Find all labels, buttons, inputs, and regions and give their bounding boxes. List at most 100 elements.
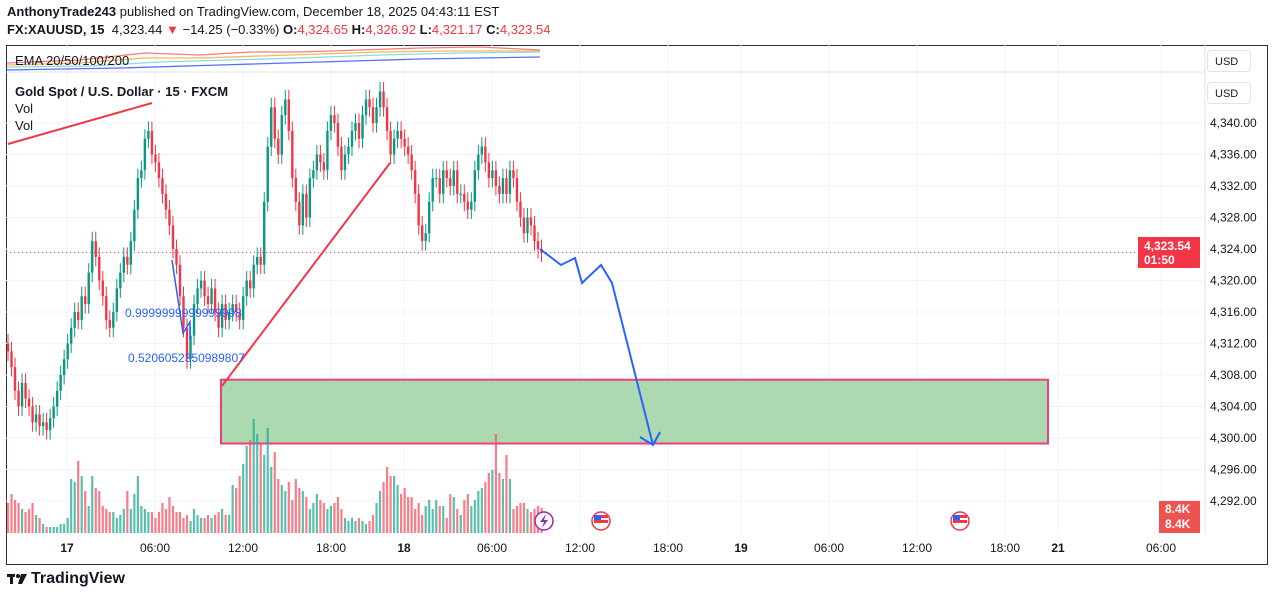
volume-bar bbox=[347, 521, 350, 533]
candle-body bbox=[340, 146, 343, 171]
volume-bar bbox=[199, 518, 203, 533]
candle-body bbox=[252, 264, 255, 289]
time-tick-label: 17 bbox=[60, 541, 74, 555]
author-name[interactable]: AnthonyTrade243 bbox=[7, 4, 117, 19]
time-tick-label: 18:00 bbox=[990, 541, 1020, 555]
time-tick-label: 06:00 bbox=[477, 541, 507, 555]
candle-body bbox=[445, 170, 448, 179]
candle-body bbox=[449, 178, 452, 186]
volume-bar bbox=[154, 518, 157, 533]
down-arrow-icon: ▼ bbox=[166, 22, 179, 37]
candle-body bbox=[385, 107, 389, 131]
volume-bar bbox=[80, 476, 83, 533]
volume-bar bbox=[235, 488, 238, 533]
price-tick-label: 4,340.00 bbox=[1210, 116, 1257, 130]
publish-info: AnthonyTrade243 published on TradingView… bbox=[7, 4, 499, 19]
volume-bar bbox=[501, 479, 505, 533]
candle-body bbox=[55, 390, 59, 407]
candle-body bbox=[536, 241, 540, 249]
candle-body bbox=[491, 170, 494, 179]
currency-button-1[interactable]: USD bbox=[1207, 50, 1251, 72]
published-text: published on TradingView.com, December 1… bbox=[119, 4, 500, 19]
candle-body bbox=[140, 170, 143, 179]
fib-drawing[interactable] bbox=[171, 259, 191, 340]
trendline-2[interactable] bbox=[221, 162, 391, 387]
volume-bar bbox=[10, 494, 13, 533]
volume-bar bbox=[375, 503, 378, 533]
volume-bar bbox=[196, 515, 199, 533]
volume-bar bbox=[491, 470, 494, 533]
volume-bar bbox=[175, 512, 178, 533]
volume-bar bbox=[13, 500, 17, 533]
volume-bar bbox=[189, 521, 192, 533]
price-axis[interactable]: 4,340.00 4,336.00 4,332.00 4,328.00 4,324.00… bbox=[1210, 116, 1257, 508]
candle-body bbox=[245, 280, 248, 297]
ema-legend[interactable]: EMA 20/50/100/200 bbox=[15, 53, 130, 68]
candle-body bbox=[259, 256, 262, 265]
volume-bar bbox=[414, 509, 417, 533]
candle-body bbox=[477, 154, 480, 171]
candle-body bbox=[248, 280, 252, 289]
volume-bar bbox=[336, 497, 340, 533]
candle-body bbox=[175, 249, 178, 265]
volume-bar bbox=[357, 518, 361, 533]
candle-body bbox=[431, 178, 434, 202]
volume-bar bbox=[350, 518, 354, 533]
currency-button-2[interactable]: USD bbox=[1207, 82, 1251, 104]
candle-body bbox=[452, 170, 455, 186]
candle-body bbox=[294, 178, 298, 202]
series-title[interactable]: Gold Spot / U.S. Dollar · 15 · FXCM bbox=[15, 84, 229, 99]
volume-legend-1[interactable]: Vol bbox=[15, 101, 34, 116]
candle-body bbox=[428, 201, 431, 234]
trendline-1[interactable] bbox=[7, 102, 153, 145]
candle-body bbox=[150, 130, 154, 155]
volume-tag: 8.4K 8.4K bbox=[1159, 501, 1200, 533]
candle-body bbox=[273, 107, 276, 139]
volume-bar bbox=[382, 482, 385, 533]
candle-body bbox=[533, 225, 536, 242]
candle-body bbox=[224, 304, 227, 320]
candle-body bbox=[277, 138, 280, 155]
volume-bar bbox=[91, 476, 94, 533]
volume-bar bbox=[305, 497, 308, 533]
candle-body bbox=[206, 296, 210, 305]
candle-body bbox=[350, 130, 354, 147]
us-flag-event-icon[interactable] bbox=[950, 511, 970, 531]
volume-tag-1: 8.4K bbox=[1165, 502, 1191, 516]
candle-body bbox=[336, 123, 340, 147]
volume-bar bbox=[280, 485, 283, 533]
candle-body bbox=[105, 296, 108, 320]
last-price: 4,323.44 bbox=[111, 22, 163, 37]
volume-bar bbox=[49, 527, 52, 533]
volume-bar bbox=[312, 503, 315, 533]
candle-body bbox=[319, 154, 322, 163]
volume-bar bbox=[417, 503, 420, 533]
candle-body bbox=[480, 146, 484, 155]
candle-body bbox=[512, 170, 515, 179]
volume-bar bbox=[322, 503, 325, 533]
candle-body bbox=[347, 146, 350, 155]
target-zone-rectangle[interactable] bbox=[220, 378, 1049, 445]
volume-bar bbox=[136, 476, 139, 533]
candle-body bbox=[178, 264, 182, 297]
volume-bar bbox=[263, 455, 266, 533]
event-icons[interactable] bbox=[534, 511, 970, 531]
volume-legend-2[interactable]: Vol bbox=[15, 118, 34, 133]
projection-path[interactable] bbox=[539, 248, 654, 446]
change: −14.25 (−0.33%) bbox=[182, 22, 280, 37]
chart-frame bbox=[6, 45, 1268, 565]
candle-body bbox=[326, 130, 329, 171]
price-tick-label: 4,304.00 bbox=[1210, 400, 1257, 414]
tradingview-logo[interactable]: TradingView bbox=[7, 570, 125, 588]
price-tick-label: 4,308.00 bbox=[1210, 368, 1257, 382]
price-tick-label: 4,320.00 bbox=[1210, 274, 1257, 288]
volume-bar bbox=[185, 515, 189, 533]
volume-bar bbox=[119, 515, 122, 533]
candle-body bbox=[417, 193, 420, 226]
volume-bar bbox=[284, 491, 287, 533]
candle-body bbox=[529, 217, 533, 226]
candle-body bbox=[84, 296, 87, 305]
us-flag-event-icon[interactable] bbox=[591, 511, 611, 531]
time-axis[interactable]: 17 06:00 12:00 18:00 18 06:00 12:00 18:00 19 06:0… bbox=[60, 541, 1176, 555]
